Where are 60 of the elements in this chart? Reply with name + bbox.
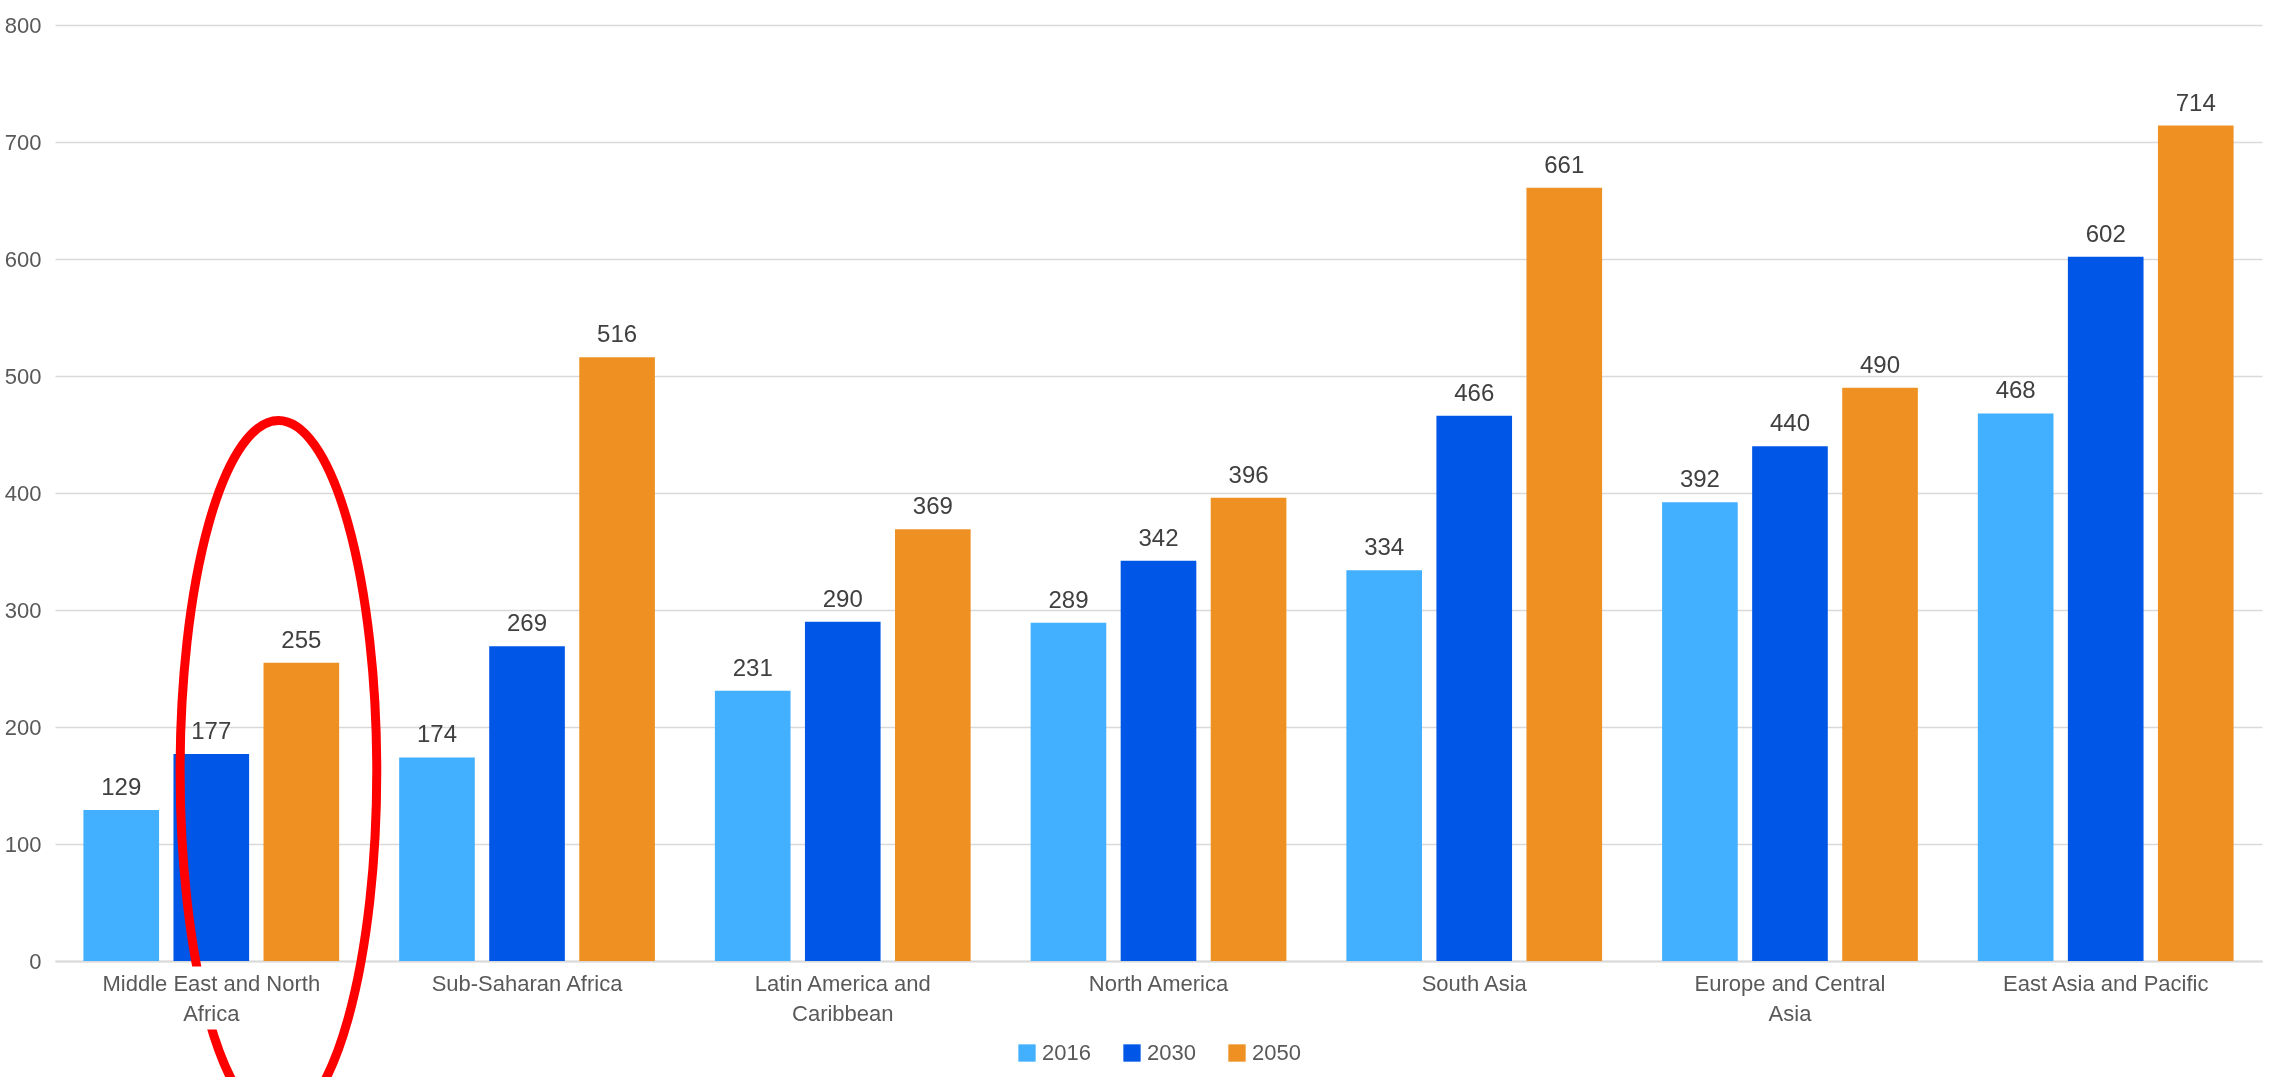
legend-label: 2050 bbox=[1252, 1040, 1301, 1065]
y-tick-label: 400 bbox=[4, 480, 42, 506]
data-label: 334 bbox=[1364, 533, 1405, 561]
x-tick-label: Middle East and North Africa bbox=[102, 970, 321, 1026]
bar bbox=[1436, 415, 1513, 961]
data-label: 466 bbox=[1454, 378, 1495, 406]
data-label: 602 bbox=[2085, 219, 2126, 247]
x-tick-label: Europe and Central Asia bbox=[1694, 970, 1886, 1026]
bar bbox=[2067, 256, 2144, 961]
bar bbox=[894, 529, 971, 961]
data-label: 516 bbox=[597, 320, 638, 348]
y-tick-label: 0 bbox=[29, 948, 42, 974]
data-label: 661 bbox=[1544, 150, 1585, 178]
bar bbox=[1120, 560, 1197, 961]
bar bbox=[399, 757, 475, 961]
bar bbox=[1030, 622, 1107, 961]
bar bbox=[1752, 446, 1828, 961]
data-label: 231 bbox=[732, 653, 773, 681]
data-label: 440 bbox=[1769, 409, 1810, 437]
bar bbox=[263, 662, 340, 961]
data-label: 269 bbox=[507, 609, 548, 637]
y-tick-label: 600 bbox=[4, 246, 42, 272]
bar bbox=[714, 690, 791, 961]
bar bbox=[1977, 413, 2054, 961]
data-label: 369 bbox=[912, 492, 953, 520]
bar bbox=[2157, 125, 2234, 961]
y-tick-label: 300 bbox=[4, 597, 42, 623]
x-tick-label: East Asia and Pacific bbox=[2002, 970, 2209, 996]
data-label: 714 bbox=[2175, 88, 2216, 116]
data-label: 129 bbox=[101, 773, 142, 801]
x-tick-label: Sub-Saharan Africa bbox=[431, 970, 624, 996]
data-label: 490 bbox=[1860, 350, 1901, 378]
y-tick-label: 200 bbox=[4, 714, 42, 740]
bar bbox=[804, 621, 881, 961]
data-label: 290 bbox=[822, 584, 863, 612]
bar bbox=[579, 357, 655, 961]
data-label: 342 bbox=[1138, 523, 1179, 551]
y-tick-label: 800 bbox=[4, 12, 42, 38]
bar bbox=[1346, 570, 1423, 961]
data-label: 396 bbox=[1228, 460, 1269, 488]
x-tick-label: South Asia bbox=[1421, 970, 1528, 996]
data-label: 468 bbox=[1995, 376, 2036, 404]
bar bbox=[1842, 387, 1918, 961]
data-label: 174 bbox=[416, 720, 457, 748]
y-tick-label: 500 bbox=[4, 363, 42, 389]
data-label: 255 bbox=[281, 625, 322, 653]
x-tick-label: North America bbox=[1088, 970, 1229, 996]
legend-label: 2030 bbox=[1147, 1040, 1196, 1065]
legend-label: 2016 bbox=[1042, 1040, 1091, 1065]
y-tick-label: 700 bbox=[4, 129, 42, 155]
bar bbox=[83, 810, 160, 961]
data-label: 177 bbox=[191, 716, 232, 744]
bar bbox=[489, 646, 565, 961]
bar bbox=[1210, 497, 1287, 961]
data-label: 289 bbox=[1048, 585, 1089, 613]
x-tick-label: Latin America and Caribbean bbox=[754, 970, 931, 1026]
data-label: 392 bbox=[1679, 465, 1720, 493]
bar bbox=[1526, 187, 1603, 961]
y-tick-label: 100 bbox=[4, 831, 42, 857]
bar bbox=[1662, 502, 1738, 961]
